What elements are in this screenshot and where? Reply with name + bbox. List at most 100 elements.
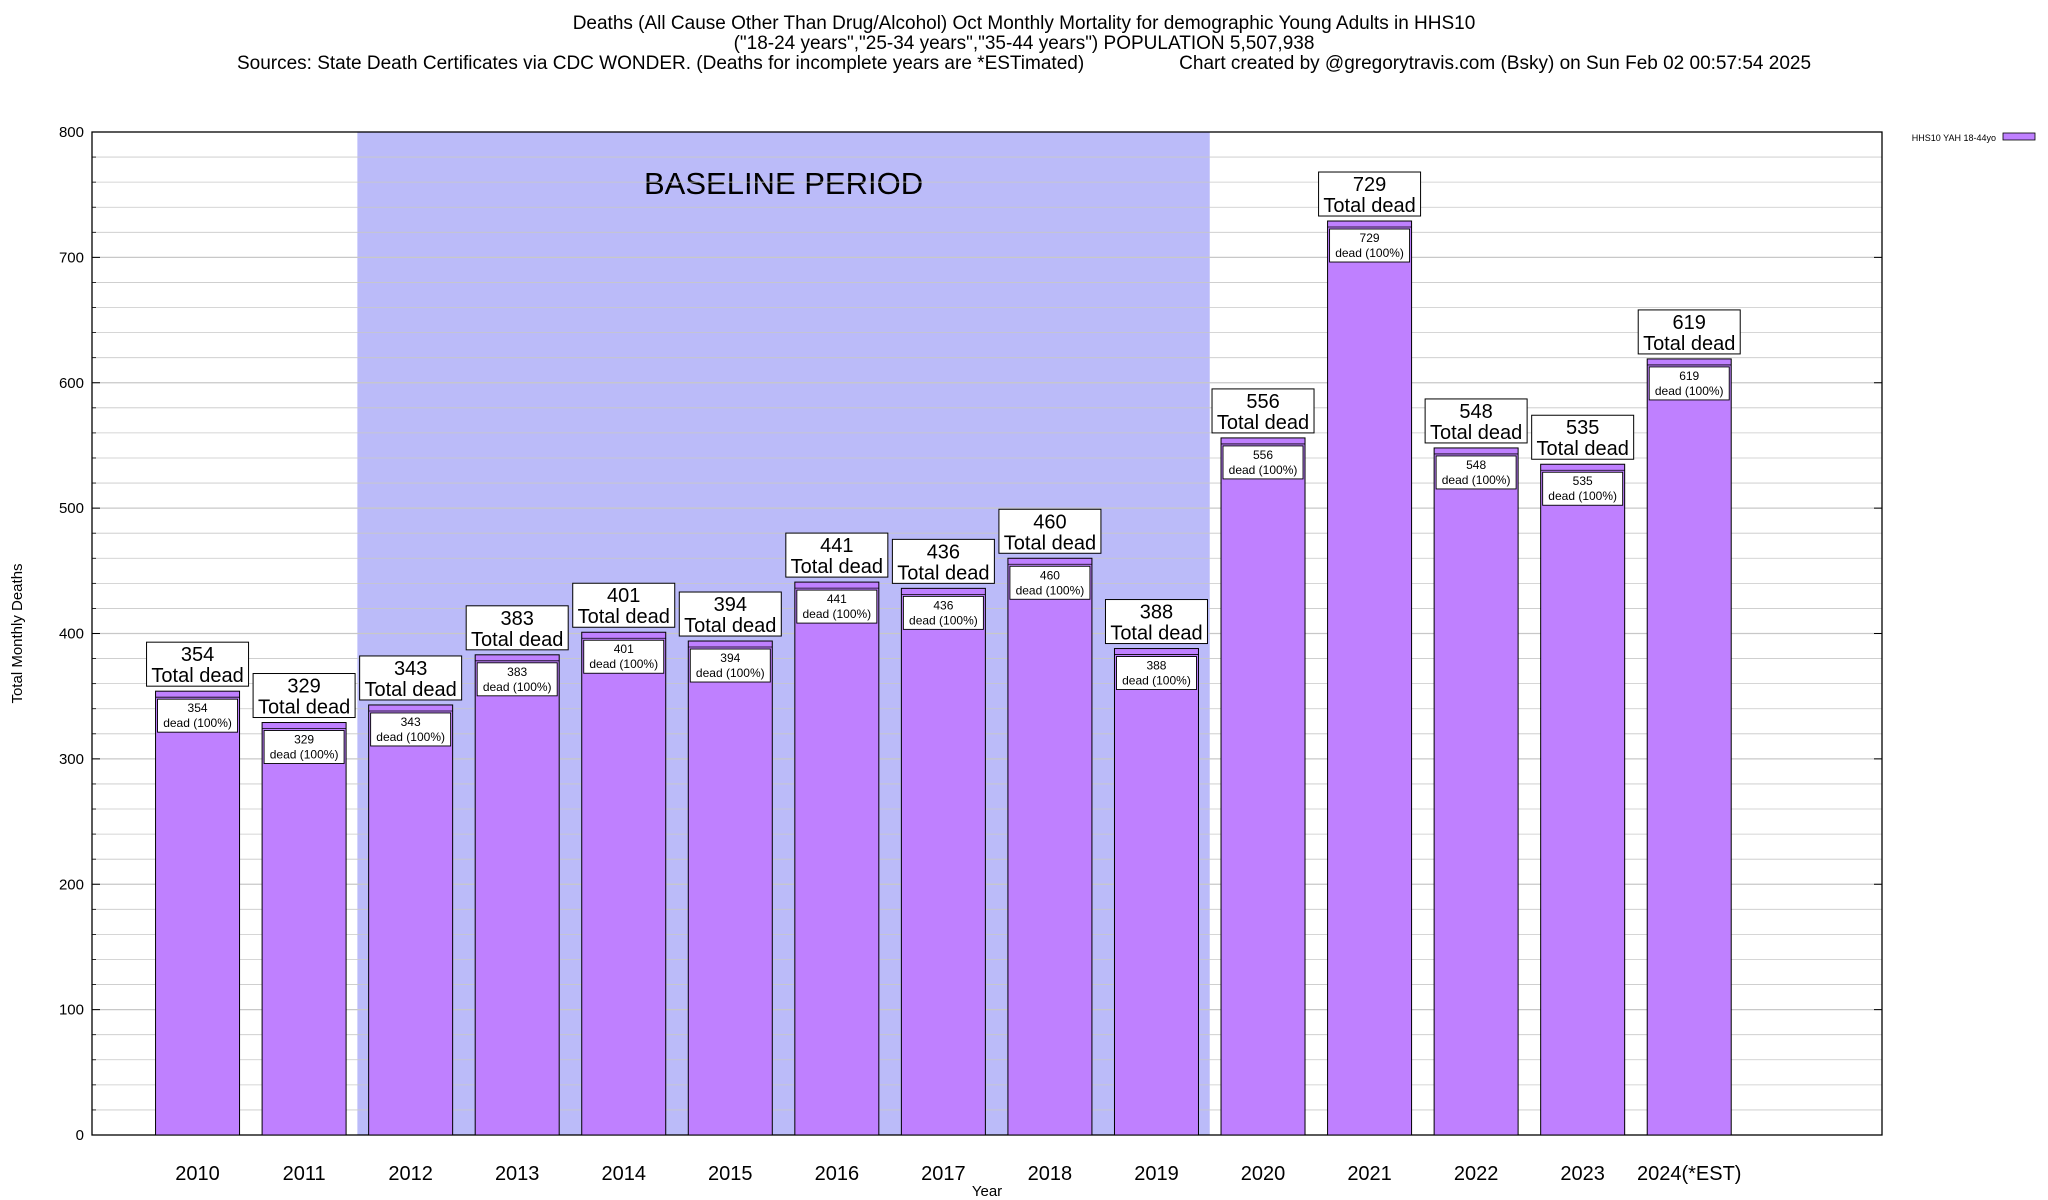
bar bbox=[1327, 220, 1413, 1136]
y-tick-label: 500 bbox=[59, 500, 84, 517]
bar-total-label: Total dead bbox=[1430, 422, 1522, 444]
bar bbox=[1646, 358, 1732, 1136]
bar bbox=[1220, 437, 1306, 1136]
bar-inner-label: dead (100%) bbox=[1548, 489, 1617, 503]
x-axis-label: Year bbox=[972, 1183, 1002, 1200]
bar bbox=[261, 722, 347, 1136]
x-tick-label: 2023 bbox=[1560, 1163, 1605, 1185]
bar-inner-value: 729 bbox=[1360, 231, 1380, 245]
bar-inner-label-box bbox=[689, 648, 771, 683]
bar-total-label: Total dead bbox=[1537, 438, 1629, 460]
bar-inner-label: dead (100%) bbox=[163, 716, 232, 730]
bar-inner-label: dead (100%) bbox=[376, 730, 445, 744]
bar bbox=[474, 654, 560, 1136]
bar-total-label: Total dead bbox=[471, 629, 563, 651]
bar-inner-value: 383 bbox=[507, 665, 527, 679]
bar bbox=[900, 587, 986, 1136]
bar-total-label-box bbox=[1531, 414, 1635, 460]
bar-total-label-box bbox=[998, 508, 1102, 554]
bar-inner-label: dead (100%) bbox=[270, 748, 339, 762]
bar-total-label-box bbox=[1424, 398, 1528, 444]
y-axis-label: Total Monthly Deaths bbox=[9, 563, 26, 703]
bar-inner-value: 548 bbox=[1466, 458, 1486, 472]
bar-inner-label: dead (100%) bbox=[1442, 473, 1511, 487]
bar bbox=[368, 704, 454, 1136]
bar-inner-label: dead (100%) bbox=[483, 680, 552, 694]
bar-inner-value: 556 bbox=[1253, 448, 1273, 462]
bar-inner-value: 436 bbox=[933, 598, 953, 612]
x-tick-label: 2016 bbox=[815, 1163, 860, 1185]
bar-total-label: Total dead bbox=[1004, 532, 1096, 554]
bar-total-label-box bbox=[572, 582, 676, 628]
x-tick-label: 2018 bbox=[1028, 1163, 1073, 1185]
y-tick-label: 100 bbox=[59, 1002, 84, 1019]
bar-total-value: 329 bbox=[287, 676, 320, 698]
bar-inner-label: dead (100%) bbox=[1229, 463, 1298, 477]
bar-inner-label: dead (100%) bbox=[1016, 583, 1085, 597]
x-tick-label: 2024(*EST) bbox=[1637, 1163, 1742, 1185]
bar-total-label-box bbox=[252, 673, 356, 719]
bar-total-label: Total dead bbox=[1323, 195, 1415, 217]
x-tick-label: 2021 bbox=[1347, 1163, 1392, 1185]
bar-inner-value: 619 bbox=[1679, 369, 1699, 383]
bar-total-label: Total dead bbox=[897, 562, 989, 584]
bar-inner-label: dead (100%) bbox=[589, 657, 658, 671]
y-tick-label: 300 bbox=[59, 751, 84, 768]
bar-total-value: 401 bbox=[607, 585, 640, 607]
bar-total-label: Total dead bbox=[578, 606, 670, 628]
chart-source-line: Sources: State Death Certificates via CD… bbox=[236, 53, 1812, 74]
bar-inner-value: 394 bbox=[720, 651, 740, 665]
bar-total-value: 343 bbox=[394, 658, 427, 680]
bar-total-label-box bbox=[678, 591, 782, 637]
x-tick-label: 2017 bbox=[921, 1163, 966, 1185]
bar-inner-label-box bbox=[1648, 366, 1730, 401]
bar-inner-label-box bbox=[1329, 228, 1411, 263]
bar-total-label: Total dead bbox=[151, 665, 243, 687]
y-tick-label: 800 bbox=[59, 124, 84, 141]
x-tick-label: 2010 bbox=[175, 1163, 220, 1185]
bar-total-value: 548 bbox=[1459, 401, 1492, 423]
bar-inner-label-box bbox=[583, 639, 665, 674]
bar-total-value: 729 bbox=[1353, 174, 1386, 196]
bar-inner-label: dead (100%) bbox=[802, 607, 871, 621]
bar-total-label-box bbox=[1637, 309, 1741, 355]
bar-inner-label: dead (100%) bbox=[696, 666, 765, 680]
bar-inner-label-box bbox=[476, 662, 558, 697]
bar-total-value: 460 bbox=[1033, 511, 1066, 533]
y-tick-label: 600 bbox=[59, 375, 84, 392]
bar-inner-value: 441 bbox=[827, 592, 847, 606]
legend-swatch bbox=[2002, 132, 2036, 141]
bar bbox=[1113, 648, 1199, 1136]
bar-total-label-box bbox=[1318, 171, 1422, 217]
chart-title: Deaths (All Cause Other Than Drug/Alcoho… bbox=[572, 13, 1476, 34]
bar-total-label-box bbox=[359, 655, 463, 701]
baseline-period-label: BASELINE PERIOD bbox=[644, 166, 923, 201]
x-tick-label: 2019 bbox=[1134, 1163, 1179, 1185]
bar-inner-label-box bbox=[1009, 565, 1091, 600]
chart-subtitle: ("18-24 years","25-34 years","35-44 year… bbox=[733, 33, 1315, 54]
bar-total-label-box bbox=[1211, 388, 1315, 434]
bar-inner-value: 388 bbox=[1146, 659, 1166, 673]
bar-inner-label-box bbox=[1435, 455, 1517, 490]
x-tick-label: 2014 bbox=[601, 1163, 646, 1185]
y-tick-label: 400 bbox=[59, 626, 84, 643]
bar-total-label-box bbox=[146, 641, 250, 687]
bar-inner-label-box bbox=[263, 730, 345, 764]
bar-inner-value: 354 bbox=[188, 701, 208, 715]
bar-inner-label-box bbox=[1116, 656, 1197, 690]
bar bbox=[1007, 557, 1093, 1136]
x-tick-label: 2012 bbox=[388, 1163, 433, 1185]
bar-total-label-box bbox=[465, 605, 569, 651]
bar bbox=[794, 581, 880, 1136]
bar bbox=[581, 631, 667, 1136]
bar-total-label-box bbox=[785, 532, 889, 578]
x-tick-label: 2013 bbox=[495, 1163, 540, 1185]
bar-total-label: Total dead bbox=[1643, 333, 1735, 355]
bar bbox=[687, 640, 773, 1136]
bar-inner-label: dead (100%) bbox=[1655, 384, 1724, 398]
bar-inner-label-box bbox=[902, 595, 984, 630]
bar-total-value: 441 bbox=[820, 535, 853, 557]
bar-inner-value: 343 bbox=[401, 715, 421, 729]
y-tick-label: 200 bbox=[59, 876, 84, 893]
